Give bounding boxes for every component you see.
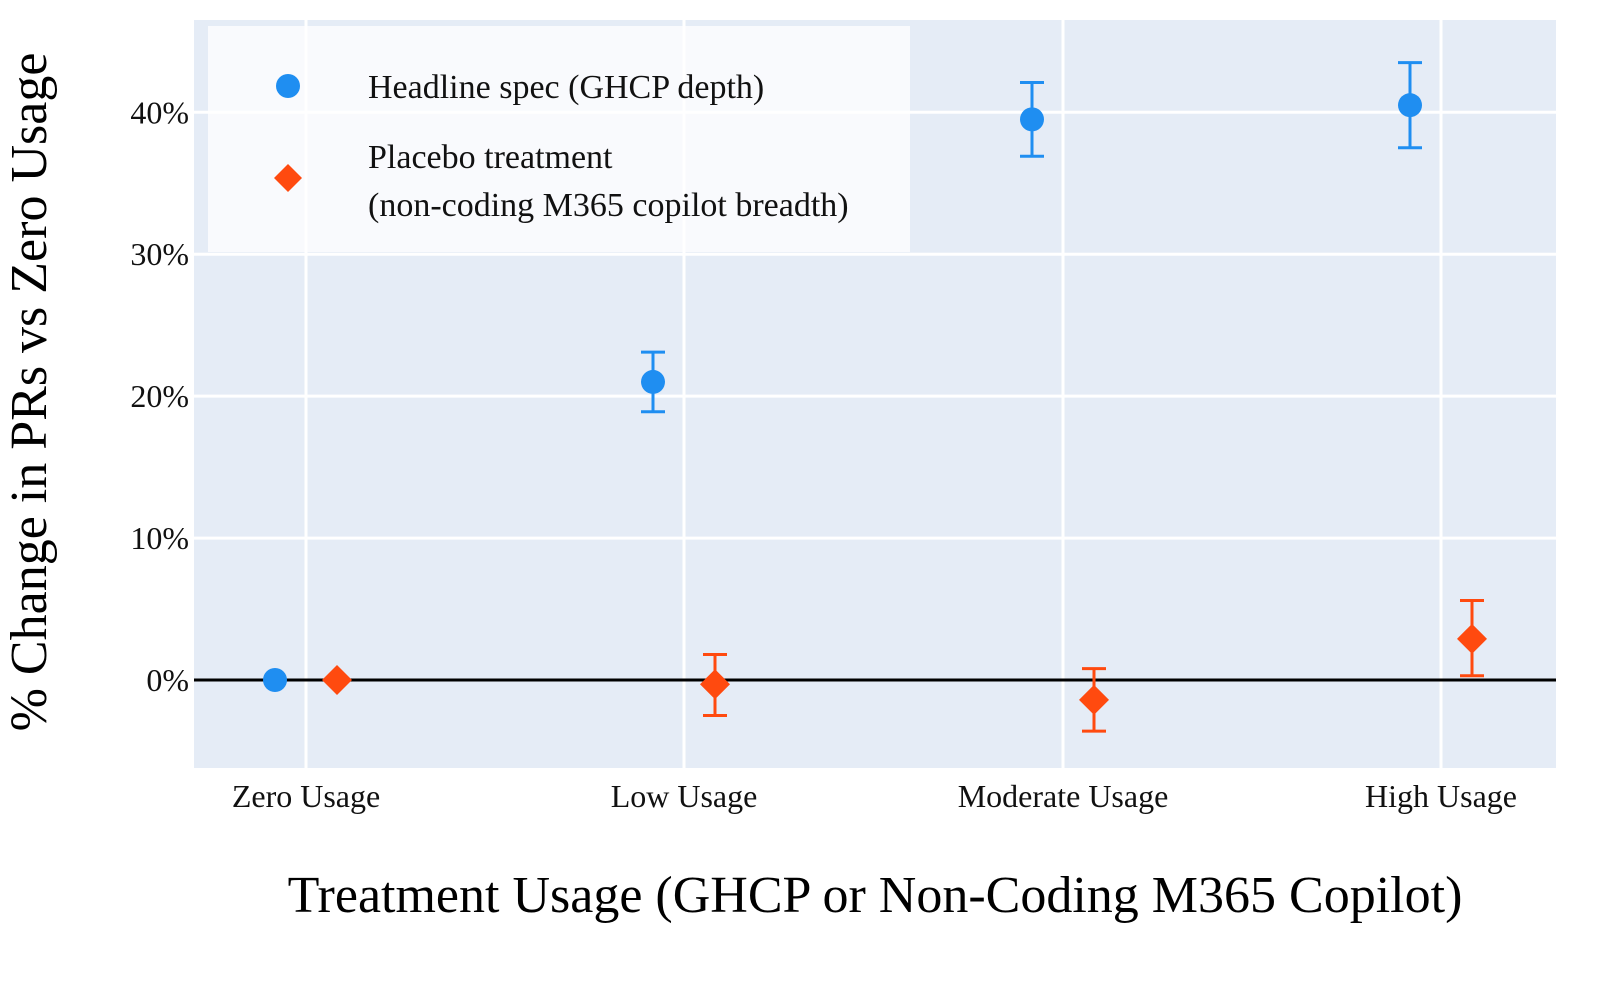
legend-label-headline: Headline spec (GHCP depth) [368,69,764,106]
data-point-circle [1398,93,1422,118]
y-tick-label: 10% [130,520,189,556]
legend: Headline spec (GHCP depth) Placebo treat… [208,26,910,252]
legend-label-placebo: Placebo treatment [368,139,613,176]
legend-diamond-marker [274,164,302,192]
x-tick-labels: Zero Usage Low Usage Moderate Usage High Us… [232,778,1517,814]
x-axis-title: Treatment Usage (GHCP or Non-Coding M365… [288,867,1463,924]
legend-label-placebo-line2: (non-coding M365 copilot breadth) [368,187,849,224]
x-tick-label: Moderate Usage [958,778,1169,814]
data-point-circle [641,369,665,394]
data-point-circle [1020,107,1044,132]
y-tick-labels: 0% 10% 20% 30% 40% [130,94,189,698]
y-tick-label: 0% [146,662,189,698]
legend-circle-marker [276,74,300,98]
data-point-diamond [322,665,352,695]
x-tick-label: Zero Usage [232,778,380,814]
x-tick-label: Low Usage [611,778,758,814]
x-tick-label: High Usage [1365,778,1517,814]
data-point-diamond [1079,684,1109,715]
data-marks [263,61,1487,733]
data-point-diamond [1457,623,1487,654]
y-tick-label: 30% [130,236,189,272]
y-tick-label: 20% [130,378,189,414]
data-point-circle [263,668,287,692]
y-axis-title: % Change in PRs vs Zero Usage [1,53,58,732]
data-point-diamond [700,669,730,700]
legend-box [208,26,910,252]
y-tick-label: 40% [130,94,189,130]
